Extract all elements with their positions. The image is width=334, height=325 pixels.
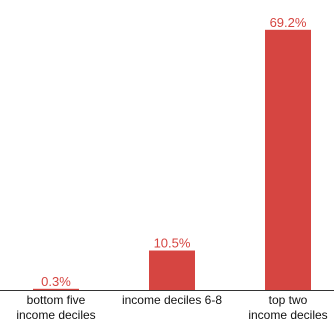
category-label-2-line-0: top two <box>269 293 308 307</box>
bars-layer <box>33 29 311 290</box>
value-label-1: 10.5% <box>154 236 191 251</box>
bar-1 <box>149 250 195 290</box>
category-label-0-line-1: income deciles <box>16 308 95 320</box>
category-label-2-line-1: income deciles <box>248 308 327 320</box>
value-label-0: 0.3% <box>41 274 71 289</box>
value-labels-layer: 0.3% 10.5% 69.2% <box>41 15 307 289</box>
category-label-1-line-0: income deciles 6-8 <box>122 293 222 307</box>
value-label-2: 69.2% <box>270 15 307 30</box>
bar-2 <box>265 29 311 290</box>
bar-0 <box>33 288 79 290</box>
category-label-0-line-0: bottom five <box>27 293 86 307</box>
